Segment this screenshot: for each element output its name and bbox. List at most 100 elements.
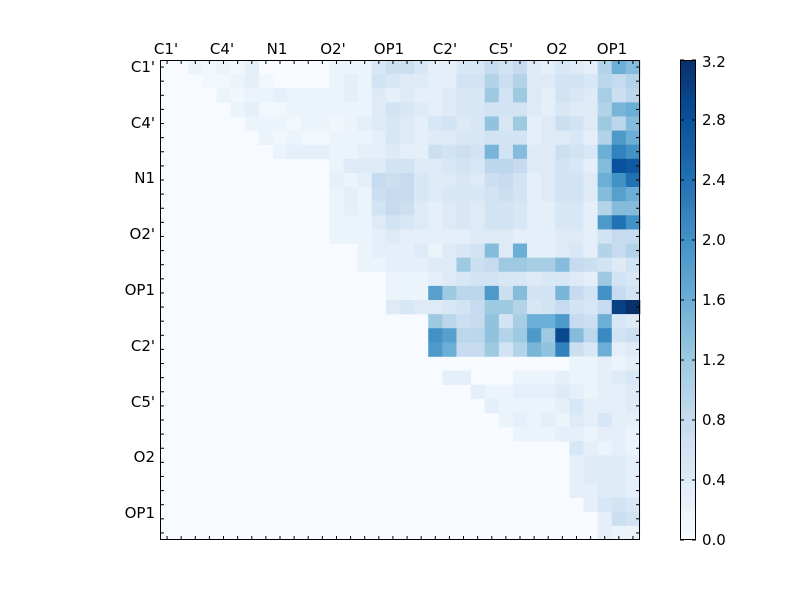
heatmap-cell — [216, 88, 231, 103]
heatmap-cell — [329, 88, 344, 103]
heatmap-cell — [541, 243, 556, 258]
y-tick-label: OP1 — [125, 504, 155, 522]
heatmap-cell — [456, 144, 471, 160]
heatmap-cell — [527, 328, 542, 343]
heatmap-cell — [555, 398, 570, 414]
heatmap-cell — [484, 300, 500, 315]
heatmap-cell — [315, 144, 330, 160]
heatmap-cell — [597, 201, 613, 216]
heatmap-cell — [343, 60, 358, 75]
y-tick-label: O2 — [134, 448, 155, 466]
heatmap-cell — [541, 172, 556, 188]
colorbar-tick-label: 0.0 — [702, 531, 726, 549]
heatmap-cell — [527, 215, 542, 230]
heatmap-cell — [555, 257, 570, 273]
heatmap-cell — [597, 314, 613, 329]
heatmap-cell — [428, 74, 443, 89]
heatmap-cell — [611, 285, 627, 301]
heatmap-cell — [569, 370, 584, 386]
heatmap-cell — [625, 243, 641, 258]
heatmap-cell — [541, 130, 556, 146]
heatmap-cell — [597, 187, 613, 202]
heatmap-cell — [385, 130, 401, 146]
heatmap-cell — [625, 144, 641, 160]
heatmap-cell — [428, 215, 443, 230]
heatmap-cell — [456, 102, 471, 117]
heatmap-cell — [484, 60, 500, 75]
heatmap-cell — [428, 172, 443, 188]
heatmap-cell — [625, 342, 641, 357]
heatmap-cell — [484, 74, 500, 89]
heatmap-cell — [625, 511, 641, 527]
plot-frame — [160, 60, 640, 540]
heatmap-cell — [428, 130, 443, 146]
heatmap-cell — [385, 229, 401, 244]
heatmap-cell — [597, 525, 613, 541]
heatmap-cell — [343, 172, 358, 188]
heatmap-cell — [583, 314, 598, 329]
heatmap-cell — [541, 187, 556, 202]
heatmap-cell — [597, 342, 613, 357]
heatmap-cell — [555, 300, 570, 315]
heatmap-cell — [385, 88, 401, 103]
heatmap-cell — [371, 158, 387, 174]
colorbar: 0.0 0.4 0.8 1.2 1.6 2.0 2.4 2.8 3.2 — [680, 53, 726, 549]
heatmap-cell — [611, 328, 627, 343]
heatmap-cell — [456, 60, 471, 75]
heatmap-cell — [484, 314, 500, 329]
heatmap-cell — [357, 130, 373, 146]
heatmap-cell — [597, 483, 613, 498]
heatmap-cell — [470, 342, 486, 357]
heatmap-cell — [498, 144, 514, 160]
heatmap-cell — [428, 229, 443, 244]
heatmap-cell — [484, 201, 500, 216]
heatmap-cell — [527, 285, 542, 301]
heatmap-cell — [216, 74, 231, 89]
heatmap-cell — [329, 187, 344, 202]
heatmap-cell — [414, 285, 429, 301]
heatmap-cell — [583, 370, 598, 386]
heatmap-cell — [555, 285, 570, 301]
heatmap-cell — [357, 229, 373, 244]
heatmap-cell — [597, 511, 613, 527]
heatmap-cell — [244, 116, 260, 131]
heatmap-cell — [583, 342, 598, 357]
x-tick-label: O2' — [320, 40, 345, 58]
heatmap-cell — [456, 229, 471, 244]
heatmap-cell — [541, 427, 556, 442]
heatmap-cell — [470, 116, 486, 131]
heatmap-cell — [625, 398, 641, 414]
heatmap-cell — [414, 172, 429, 188]
heatmap-cell — [555, 328, 570, 343]
heatmap-cell — [625, 74, 641, 89]
heatmap-cell — [541, 116, 556, 131]
heatmap-cell — [611, 469, 627, 484]
y-tick-label: N1 — [134, 169, 155, 187]
heatmap-cell — [400, 88, 415, 103]
heatmap-cell — [498, 201, 514, 216]
heatmap-cell — [583, 427, 598, 442]
heatmap-cell — [555, 370, 570, 386]
heatmap-cell — [625, 412, 641, 428]
heatmap-cell — [428, 271, 443, 287]
heatmap-cell — [569, 285, 584, 301]
heatmap-cell — [498, 102, 514, 117]
heatmap-cell — [512, 314, 528, 329]
heatmap-cell — [512, 257, 528, 273]
heatmap-cell — [625, 187, 641, 202]
heatmap-cell — [498, 384, 514, 400]
colorbar-tick-label: 3.2 — [702, 53, 726, 71]
heatmap-cell — [512, 144, 528, 160]
heatmap-cell — [569, 116, 584, 131]
heatmap-cell — [527, 74, 542, 89]
x-tick-label: C5' — [489, 40, 513, 58]
heatmap-cell — [442, 300, 457, 315]
heatmap-cell — [498, 300, 514, 315]
heatmap-cell — [569, 441, 584, 456]
heatmap-cell — [611, 60, 627, 75]
heatmap-cell — [484, 130, 500, 146]
heatmap-cell — [484, 187, 500, 202]
heatmap-cell — [625, 441, 641, 456]
heatmap-cell — [414, 102, 429, 117]
